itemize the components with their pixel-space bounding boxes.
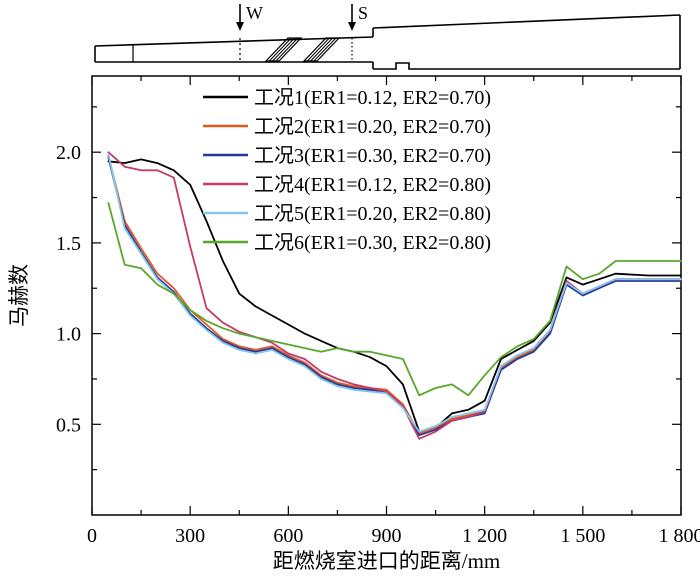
injector-w-arrowhead-icon <box>236 22 244 31</box>
legend-label-4: 工况4(ER1=0.12, ER2=0.80) <box>254 174 491 196</box>
y-axis-title: 马赫数 <box>7 264 31 327</box>
series-line-5 <box>107 153 682 433</box>
injector-s-label: S <box>358 3 368 23</box>
ramp-2-hatch <box>310 37 333 62</box>
series-line-1 <box>107 158 682 433</box>
ramp-injector-2 <box>302 37 341 62</box>
series-line-2 <box>107 154 682 435</box>
legend-label-2: 工况2(ER1=0.20, ER2=0.70) <box>254 116 491 138</box>
injector-s-arrowhead-icon <box>348 22 356 31</box>
ramp-1-hatch <box>275 37 299 62</box>
y-tick-label: 0.5 <box>56 414 81 436</box>
x-tick-label: 1 500 <box>560 525 605 547</box>
y-tick-label: 1.5 <box>56 233 81 255</box>
x-tick-label: 1 200 <box>462 525 507 547</box>
ramp-injector-1 <box>264 37 303 62</box>
y-tick-label: 1.0 <box>56 324 81 346</box>
ramp-2-hatch <box>306 37 330 62</box>
legend-label-1: 工况1(ER1=0.12, ER2=0.70) <box>254 87 491 109</box>
legend-label-3: 工况3(ER1=0.30, ER2=0.70) <box>254 145 491 167</box>
x-tick-label: 900 <box>372 525 402 547</box>
combustor-schematic: W S <box>94 3 681 70</box>
ramp-2-hatch <box>313 37 337 62</box>
injector-w-label: W <box>246 3 263 23</box>
x-tick-label: 600 <box>273 525 303 547</box>
x-tick-label: 300 <box>175 525 205 547</box>
x-tick-label: 1 800 <box>659 525 700 547</box>
duct-top-wall-right <box>372 14 681 29</box>
x-tick-label: 0 <box>87 525 97 547</box>
duct-bottom-wall-right <box>373 62 680 70</box>
series-line-3 <box>107 156 682 437</box>
legend-label-6: 工况6(ER1=0.30, ER2=0.80) <box>254 232 491 254</box>
legend-label-5: 工况5(ER1=0.20, ER2=0.80) <box>254 203 491 225</box>
y-tick-label: 2.0 <box>56 142 81 164</box>
ramp-1-hatch <box>268 37 292 62</box>
series-line-6 <box>107 202 682 397</box>
ramp-1-hatch <box>272 37 295 62</box>
mach-number-chart: 0 300 600 900 1 200 1 500 1 800 0.5 1.0 1.5 2.0 工况1… <box>7 75 700 573</box>
x-axis-title: 距燃烧室进口的距离/mm <box>273 549 501 573</box>
